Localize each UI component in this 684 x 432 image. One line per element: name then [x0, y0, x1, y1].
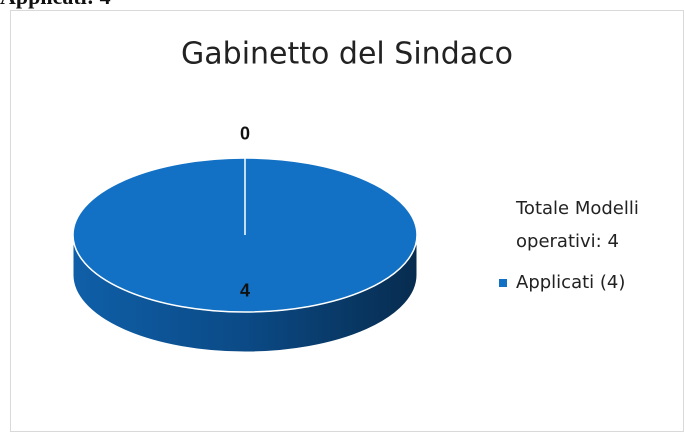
legend-label: Applicati (4) [516, 272, 625, 293]
data-label: 0 [240, 124, 250, 144]
data-label: 4 [240, 281, 250, 301]
legend: Applicati (4) [499, 272, 625, 293]
header-text: Applicati: 4 [0, 0, 111, 9]
legend-marker [499, 279, 507, 287]
pie: 40 [72, 124, 418, 353]
legend-title: Totale Modelli operativi: 4 [516, 198, 639, 252]
chart-title: Gabinetto del Sindaco [181, 37, 513, 72]
